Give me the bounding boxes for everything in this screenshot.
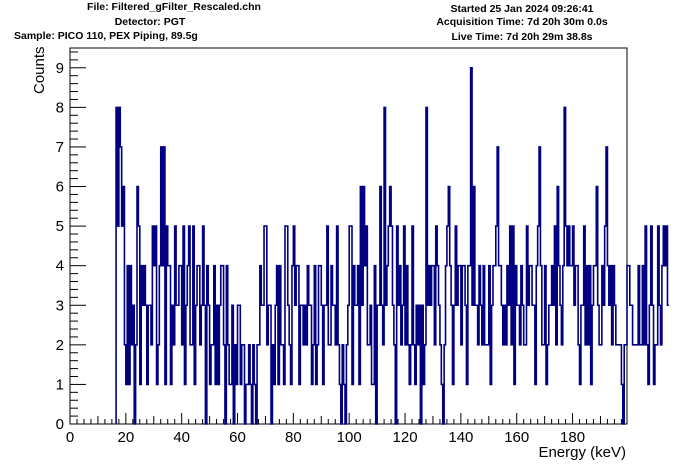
x-axis-label: Energy (keV) <box>538 444 626 461</box>
sample-label: Sample: PICO 110, PEX Piping, 89.5g <box>14 30 198 42</box>
x-tick-label: 40 <box>173 429 190 446</box>
y-tick-label: 5 <box>56 218 64 235</box>
y-tick-label: 9 <box>56 60 64 77</box>
x-tick-label: 80 <box>285 429 302 446</box>
y-tick-label: 1 <box>56 376 64 393</box>
tick-marks: 0 20 40 60 80 100 120 140 160 180 0 1 2 3 4 5 6 7 8 9 <box>56 51 622 446</box>
x-tick-label: 160 <box>504 429 529 446</box>
x-tick-label: 100 <box>337 429 362 446</box>
live-time-label: Live Time: 7d 20h 29m 38.8s <box>451 31 593 43</box>
x-tick-label: 180 <box>560 429 585 446</box>
start-time-label: Started 25 Jan 2024 09:26:41 <box>450 3 594 15</box>
histogram-step-line <box>115 66 669 425</box>
y-tick-label: 6 <box>56 179 64 196</box>
y-tick-label: 4 <box>56 258 64 275</box>
y-axis-label: Counts <box>31 46 48 94</box>
x-tick-label: 120 <box>393 429 418 446</box>
series-counts <box>115 66 669 425</box>
x-tick-label: 140 <box>448 429 473 446</box>
y-tick-label: 3 <box>56 297 64 314</box>
y-tick-label: 0 <box>56 416 64 433</box>
y-tick-label: 7 <box>56 139 64 156</box>
detector-label: Detector: PGT <box>114 16 186 28</box>
x-tick-label: 60 <box>229 429 246 446</box>
plot-frame <box>69 47 628 425</box>
acquisition-time-label: Acquisition Time: 7d 20h 30m 0.0s <box>436 16 608 28</box>
file-label: File: Filtered_gFilter_Rescaled.chn <box>87 1 261 13</box>
x-tick-label: 20 <box>117 429 134 446</box>
y-tick-label: 8 <box>56 99 64 116</box>
axes <box>69 47 628 425</box>
x-tick-label: 0 <box>66 429 74 446</box>
y-tick-label: 2 <box>56 337 64 354</box>
